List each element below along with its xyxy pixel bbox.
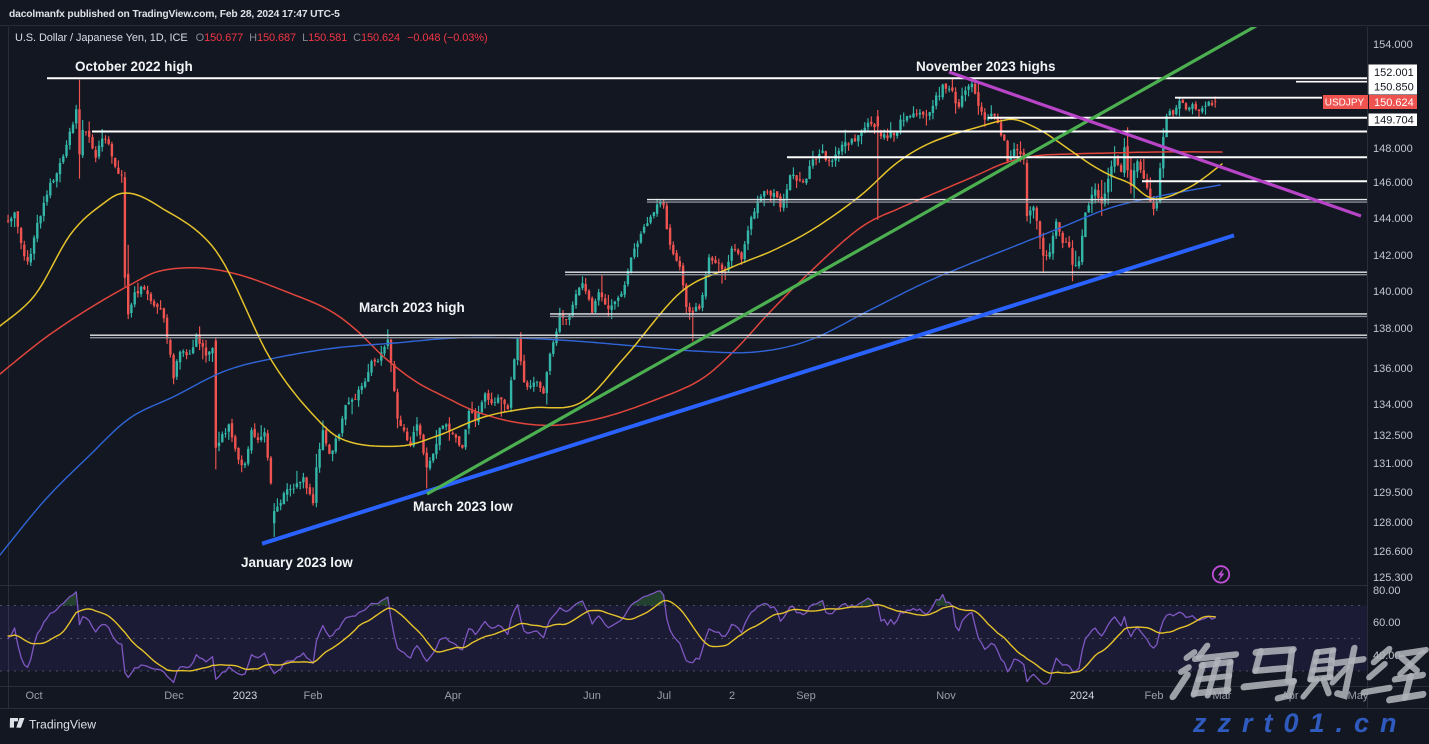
svg-text:January 2023 low: January 2023 low	[241, 555, 353, 570]
svg-text:80.00: 80.00	[1373, 585, 1401, 597]
svg-text:134.000: 134.000	[1373, 399, 1413, 411]
svg-text:Nov: Nov	[936, 690, 956, 702]
svg-text:U.S. Dollar / Japanese Yen, 1D: U.S. Dollar / Japanese Yen, 1D, ICE O150.…	[15, 32, 488, 44]
svg-text:2: 2	[729, 690, 735, 702]
svg-text:154.000: 154.000	[1373, 39, 1413, 51]
svg-text:November 2023 highs: November 2023 highs	[916, 59, 1056, 74]
svg-text:Oct: Oct	[25, 690, 42, 702]
svg-text:March 2023 high: March 2023 high	[359, 300, 465, 315]
svg-text:Apr: Apr	[444, 690, 461, 702]
svg-text:150.624: 150.624	[1374, 97, 1414, 109]
svg-text:Dec: Dec	[164, 690, 184, 702]
svg-text:dacolmanfx published on Tradin: dacolmanfx published on TradingView.com,…	[9, 9, 340, 20]
svg-text:125.300: 125.300	[1373, 572, 1413, 584]
svg-text:Feb: Feb	[304, 690, 323, 702]
svg-text:Jul: Jul	[657, 690, 671, 702]
svg-text:149.704: 149.704	[1374, 115, 1414, 127]
svg-text:October 2022 high: October 2022 high	[75, 59, 193, 74]
svg-text:TradingView: TradingView	[29, 718, 96, 732]
svg-text:zzrt01.cn: zzrt01.cn	[1192, 708, 1408, 738]
svg-text:136.000: 136.000	[1373, 363, 1413, 375]
svg-text:132.500: 132.500	[1373, 430, 1413, 442]
svg-text:129.500: 129.500	[1373, 487, 1413, 499]
svg-text:152.001: 152.001	[1374, 67, 1414, 79]
svg-text:140.000: 140.000	[1373, 286, 1413, 298]
svg-text:USDJPY: USDJPY	[1325, 98, 1365, 109]
svg-text:131.000: 131.000	[1373, 458, 1413, 470]
svg-text:144.000: 144.000	[1373, 213, 1413, 225]
svg-text:Sep: Sep	[796, 690, 816, 702]
svg-text:150.850: 150.850	[1374, 82, 1414, 94]
svg-text:March 2023 low: March 2023 low	[413, 499, 513, 514]
svg-text:60.00: 60.00	[1373, 617, 1401, 629]
svg-text:2023: 2023	[233, 690, 257, 702]
svg-text:126.600: 126.600	[1373, 546, 1413, 558]
svg-text:Feb: Feb	[1145, 690, 1164, 702]
svg-text:2024: 2024	[1070, 690, 1094, 702]
svg-text:146.000: 146.000	[1373, 177, 1413, 189]
svg-text:148.000: 148.000	[1373, 143, 1413, 155]
svg-text:128.000: 128.000	[1373, 517, 1413, 529]
svg-text:Jun: Jun	[583, 690, 601, 702]
svg-text:142.000: 142.000	[1373, 250, 1413, 262]
svg-text:138.000: 138.000	[1373, 323, 1413, 335]
